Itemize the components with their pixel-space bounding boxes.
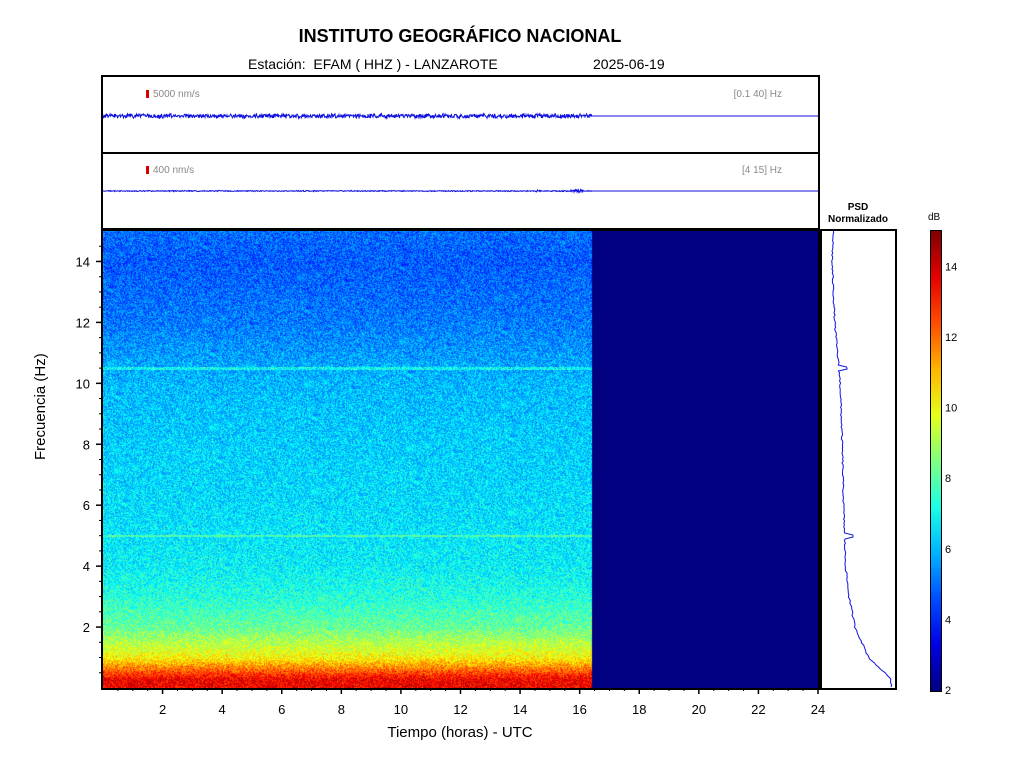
filtered-trace-panel: 400 nm/s [4 15] Hz <box>101 152 820 230</box>
psd-title: PSD Normalizado <box>822 202 894 226</box>
y-tick-label: 10 <box>76 376 90 391</box>
trace-line <box>103 112 818 120</box>
amplitude-label: 400 nm/s <box>153 165 195 176</box>
spectrogram-plot <box>101 229 820 690</box>
spectrogram-heatmap <box>103 231 818 688</box>
psd-curve <box>831 230 893 688</box>
x-tick-label: 2 <box>159 702 166 717</box>
psd-curve-plot <box>831 230 893 688</box>
band-label: [0.1 40] Hz <box>733 89 782 100</box>
x-tick-label: 4 <box>219 702 226 717</box>
colorbar <box>930 230 942 692</box>
y-axis-label: Frecuencia (Hz) <box>32 353 49 460</box>
trace-line <box>103 188 818 194</box>
y-tick-label: 4 <box>83 559 90 574</box>
y-tick-label: 8 <box>83 437 90 452</box>
colorbar-tick-label: 10 <box>945 403 957 415</box>
station-label: Estación: EFAM ( HHZ ) - LANZAROTE <box>248 56 498 72</box>
y-tick-label: 14 <box>76 254 90 269</box>
colorbar-tick-label: 8 <box>945 473 951 485</box>
x-tick-label: 14 <box>513 702 527 717</box>
broadband-trace-panel: 5000 nm/s [0.1 40] Hz <box>101 75 820 154</box>
psd-title-line1: PSD <box>847 202 869 213</box>
x-tick-label: 24 <box>811 702 825 717</box>
amplitude-scale: 400 nm/s <box>146 165 194 176</box>
colorbar-unit: dB <box>928 212 941 223</box>
colorbar-tick-label: 6 <box>945 544 951 556</box>
seismogram-trace-1 <box>103 112 818 120</box>
colorbar-tick-label: 14 <box>945 261 957 273</box>
colorbar-tick-label: 2 <box>945 685 951 697</box>
x-tick-label: 6 <box>278 702 285 717</box>
x-tick-label: 8 <box>338 702 345 717</box>
page-title: INSTITUTO GEOGRÁFICO NACIONAL <box>298 26 622 46</box>
x-tick-label: 22 <box>751 702 765 717</box>
date-label: 2025-06-19 <box>593 56 665 72</box>
psd-title-line2: Normalizado <box>827 214 888 225</box>
y-tick-label: 6 <box>83 498 90 513</box>
x-tick-label: 12 <box>453 702 467 717</box>
y-tick-label: 2 <box>83 620 90 635</box>
x-tick-label: 18 <box>632 702 646 717</box>
amplitude-scale: 5000 nm/s <box>146 89 200 100</box>
band-label: [4 15] Hz <box>741 165 782 176</box>
seismogram-trace-2 <box>103 188 818 194</box>
scale-bar <box>146 90 149 98</box>
colorbar-tick-label: 12 <box>945 332 957 344</box>
scale-bar <box>146 166 149 174</box>
x-tick-label: 20 <box>692 702 706 717</box>
y-tick-label: 12 <box>76 315 90 330</box>
x-tick-label: 16 <box>572 702 586 717</box>
x-tick-label: 10 <box>394 702 408 717</box>
x-axis-label: Tiempo (horas) - UTC <box>387 724 533 741</box>
amplitude-label: 5000 nm/s <box>153 89 200 100</box>
colorbar-tick-label: 4 <box>945 614 951 626</box>
psd-panel <box>820 229 897 690</box>
